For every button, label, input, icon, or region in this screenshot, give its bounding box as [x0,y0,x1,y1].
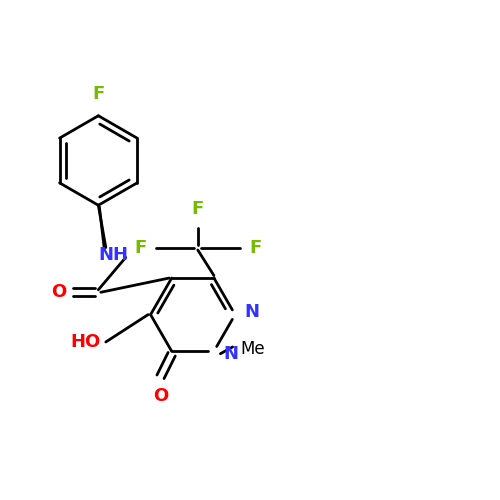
Text: N: N [244,303,259,321]
Text: F: F [134,238,146,256]
Text: F: F [92,86,104,103]
Text: Me: Me [240,340,264,358]
Text: O: O [51,284,66,302]
Text: N: N [223,344,238,362]
Text: O: O [153,386,168,404]
Text: HO: HO [70,333,101,351]
Text: F: F [192,200,204,218]
Text: F: F [249,238,262,256]
Text: NH: NH [98,246,128,264]
